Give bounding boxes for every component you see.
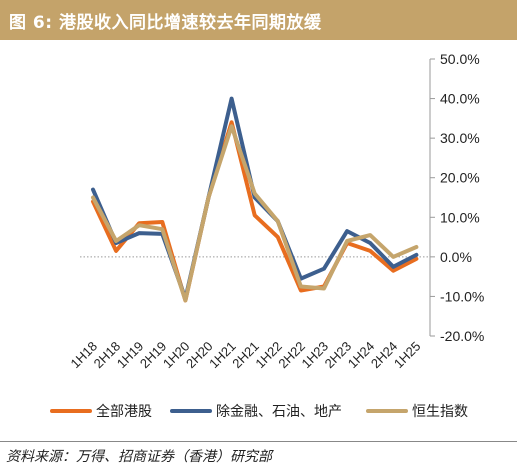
legend-label-1: 全部港股 [96,403,152,420]
line-chart: -20.0% -10.0% 0.0% 10.0% 20.0% 30.0% 40.0% 50.0… [50,51,485,420]
figure-title: 图 6: 港股收入同比增速较去年同期放缓 [9,13,322,33]
y-tick-label: -10.0% [440,288,484,304]
figure-title-bar: 图 6: 港股收入同比增速较去年同期放缓 [0,0,517,40]
legend-label-3: 恒生指数 [412,404,468,420]
chart-legend: 全部港股 除金融、石油、地产 恒生指数 [50,403,468,420]
series-line-1 [91,120,419,303]
y-tick-label: 30.0% [440,130,480,146]
y-tick-label: -20.0% [440,328,484,344]
y-tick-label: 10.0% [440,209,480,225]
x-tick-label: 1H25 [391,339,424,372]
chart-plot [91,96,419,303]
chart-axes: -20.0% -10.0% 0.0% 10.0% 20.0% 30.0% 40.0% 50.0… [68,51,485,371]
y-tick-label: 40.0% [440,91,480,107]
series-line-2 [91,96,419,301]
source-note: 资料来源：万得、招商证券（香港）研究部 [6,449,272,465]
y-tick-label: 50.0% [440,51,480,67]
legend-label-2: 除金融、石油、地产 [216,404,342,420]
y-tick-label: 20.0% [440,170,480,186]
footer-divider [0,441,517,442]
y-tick-label: 0.0% [440,249,472,265]
